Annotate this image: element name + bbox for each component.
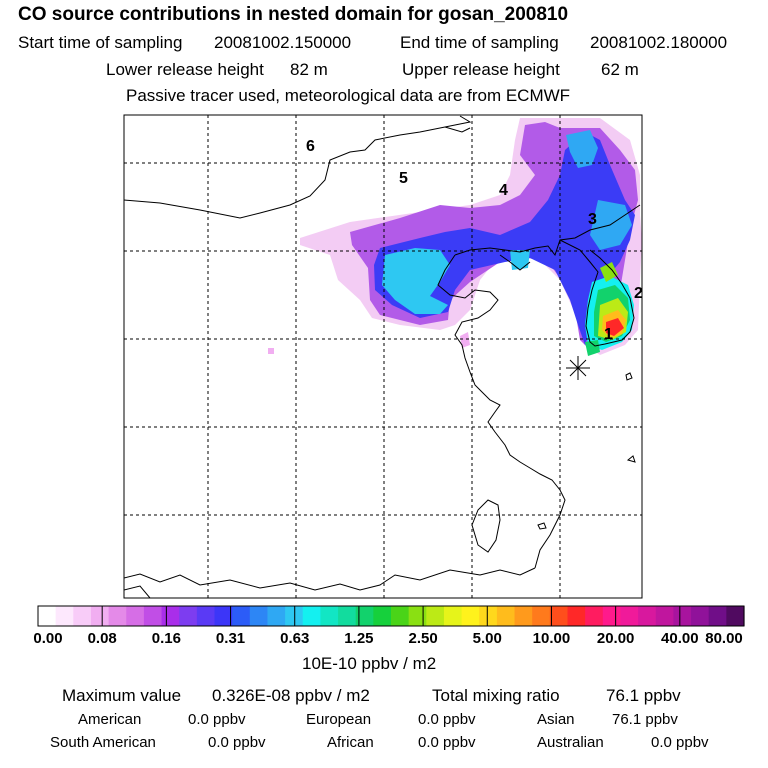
region-label-2: 2 bbox=[634, 285, 643, 302]
max-value-label: Maximum value bbox=[62, 686, 182, 705]
colorbar-swatch bbox=[532, 606, 551, 626]
american-value: 0.0 ppbv bbox=[188, 711, 246, 728]
colorbar-swatch bbox=[443, 606, 463, 626]
south-american-value: 0.0 ppbv bbox=[208, 734, 266, 751]
colorbar-swatch bbox=[338, 606, 357, 626]
colorbar-swatch bbox=[655, 606, 674, 626]
colorbar-tick-label: 2.50 bbox=[408, 630, 438, 647]
european-label: European bbox=[306, 711, 372, 728]
colorbar-swatch bbox=[514, 606, 533, 626]
colorbar-swatch bbox=[196, 606, 216, 626]
colorbar-swatch bbox=[108, 606, 127, 626]
region-label-3: 3 bbox=[588, 211, 597, 228]
colorbar-swatch bbox=[249, 606, 269, 626]
colorbar-swatch bbox=[408, 606, 427, 626]
colorbar-tick-label: 0.31 bbox=[215, 630, 246, 647]
african-label: African bbox=[327, 734, 374, 751]
colorbar-swatch bbox=[73, 606, 92, 626]
colorbar bbox=[38, 606, 745, 626]
colorbar-dividers bbox=[101, 606, 681, 626]
start-time-value: 20081002.150000 bbox=[214, 33, 352, 52]
colorbar-swatch bbox=[391, 606, 410, 626]
colorbar-frame bbox=[37, 605, 745, 627]
colorbar-tick-label: 40.00 bbox=[661, 630, 699, 647]
colorbar-swatch bbox=[232, 606, 251, 626]
region-label-1: 1 bbox=[604, 326, 613, 343]
colorbar-swatch bbox=[126, 606, 145, 626]
colorbar-swatch bbox=[426, 606, 445, 626]
colorbar-swatch bbox=[55, 606, 74, 626]
colorbar-tick-label: 80.00 bbox=[705, 630, 743, 647]
colorbar-tick-label: 0.63 bbox=[280, 630, 310, 647]
colorbar-swatch bbox=[373, 606, 392, 626]
figure-title: CO source contributions in nested domain… bbox=[18, 4, 569, 25]
tracer-note: Passive tracer used, meteorological data… bbox=[126, 86, 571, 105]
colorbar-swatch bbox=[620, 606, 639, 626]
colorbar-tick-label: 0.16 bbox=[151, 630, 181, 647]
receptor-asterisk-icon bbox=[566, 356, 590, 380]
colorbar-tick-label: 0.08 bbox=[87, 630, 117, 647]
lat-lon-grid bbox=[124, 115, 642, 598]
upper-height-value: 62 m bbox=[601, 60, 639, 79]
region-label-5: 5 bbox=[399, 170, 408, 187]
colorbar-swatch bbox=[143, 606, 163, 626]
colorbar-swatch bbox=[355, 606, 374, 626]
colorbar-swatch bbox=[285, 606, 304, 626]
colorbar-swatch bbox=[38, 606, 57, 626]
total-mixing-value: 76.1 ppbv bbox=[606, 686, 681, 705]
australian-label: Australian bbox=[537, 734, 604, 751]
region-label-6: 6 bbox=[306, 138, 315, 155]
colorbar-unit: 10E-10 ppbv / m2 bbox=[302, 654, 437, 673]
colorbar-swatch bbox=[708, 606, 727, 626]
concentration-field bbox=[268, 118, 642, 356]
colorbar-tick-label: 0.00 bbox=[33, 630, 63, 647]
colorbar-swatch bbox=[585, 606, 604, 626]
colorbar-swatch bbox=[602, 606, 622, 626]
map-frame bbox=[123, 114, 643, 599]
lower-height-value: 82 m bbox=[290, 60, 328, 79]
max-value: 0.326E-08 ppbv / m2 bbox=[212, 686, 370, 705]
european-value: 0.0 ppbv bbox=[418, 711, 476, 728]
colorbar-swatch bbox=[302, 606, 321, 626]
colorbar-swatch bbox=[214, 606, 233, 626]
colorbar-swatch bbox=[673, 606, 692, 626]
asian-label: Asian bbox=[537, 711, 575, 728]
start-time-label: Start time of sampling bbox=[18, 33, 183, 52]
colorbar-swatch bbox=[461, 606, 480, 626]
end-time-value: 20081002.180000 bbox=[590, 33, 728, 52]
colorbar-swatch bbox=[691, 606, 710, 626]
australian-value: 0.0 ppbv bbox=[651, 734, 709, 751]
colorbar-swatch bbox=[726, 606, 745, 626]
end-time-label: End time of sampling bbox=[400, 33, 559, 52]
colorbar-swatch bbox=[567, 606, 586, 626]
colorbar-swatch bbox=[90, 606, 110, 626]
colorbar-swatch bbox=[161, 606, 180, 626]
american-label: American bbox=[78, 711, 142, 728]
colorbar-swatch bbox=[549, 606, 569, 626]
colorbar-swatch bbox=[496, 606, 516, 626]
colorbar-tick-label: 1.25 bbox=[344, 630, 374, 647]
total-mixing-label: Total mixing ratio bbox=[432, 686, 560, 705]
south-american-label: South American bbox=[50, 734, 156, 751]
colorbar-tick-label: 20.00 bbox=[596, 630, 635, 647]
colorbar-tick-label: 5.00 bbox=[472, 630, 502, 647]
colorbar-swatch bbox=[638, 606, 657, 626]
colorbar-swatch bbox=[320, 606, 339, 626]
colorbar-swatch bbox=[267, 606, 286, 626]
colorbar-swatch bbox=[479, 606, 498, 626]
lower-height-label: Lower release height bbox=[106, 60, 264, 79]
colorbar-swatch bbox=[179, 606, 198, 626]
upper-height-label: Upper release height bbox=[402, 60, 560, 79]
african-value: 0.0 ppbv bbox=[418, 734, 476, 751]
region-label-4: 4 bbox=[499, 182, 508, 199]
colorbar-tick-label: 10.00 bbox=[532, 630, 571, 647]
asian-value: 76.1 ppbv bbox=[612, 711, 678, 728]
